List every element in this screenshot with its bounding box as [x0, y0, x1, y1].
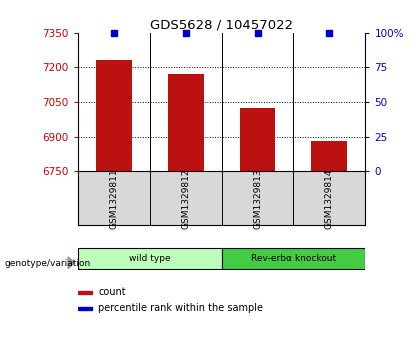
Point [110, 30, 117, 36]
Bar [222, 248, 365, 269]
Bar [78, 307, 92, 310]
Text: percentile rank within the sample: percentile rank within the sample [98, 303, 263, 313]
Text: Rev-erbα knockout: Rev-erbα knockout [251, 254, 336, 263]
Text: GSM1329814: GSM1329814 [325, 168, 334, 228]
Bar [168, 74, 204, 171]
Text: GSM1329811: GSM1329811 [109, 168, 118, 229]
Polygon shape [68, 257, 75, 269]
Title: GDS5628 / 10457022: GDS5628 / 10457022 [150, 19, 293, 32]
Bar [78, 290, 92, 294]
Text: GSM1329813: GSM1329813 [253, 168, 262, 229]
Bar [239, 108, 276, 171]
Text: count: count [98, 287, 126, 297]
Text: genotype/variation: genotype/variation [4, 259, 90, 268]
Bar [312, 141, 347, 171]
Point [326, 30, 333, 36]
Bar [78, 248, 222, 269]
Bar [96, 60, 131, 171]
Point [254, 30, 261, 36]
Text: wild type: wild type [129, 254, 171, 263]
Text: GSM1329812: GSM1329812 [181, 168, 190, 228]
Point [182, 30, 189, 36]
